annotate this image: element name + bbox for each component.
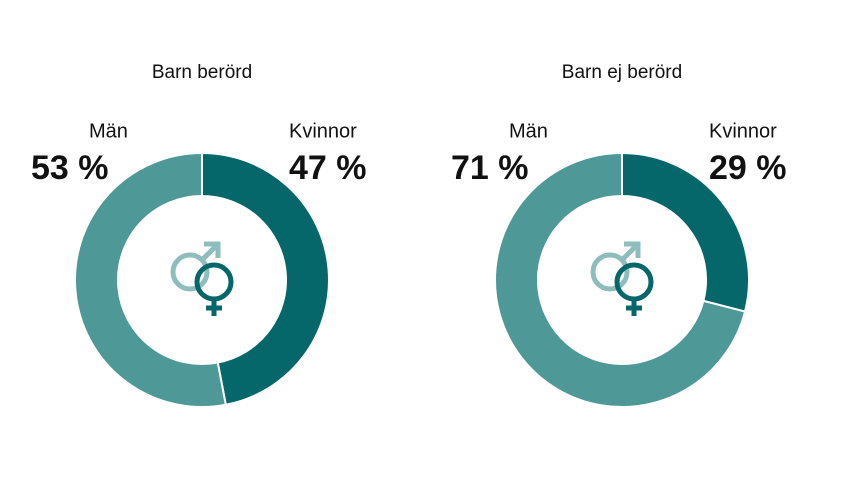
category-label: Män — [509, 120, 548, 142]
donut-segment — [494, 151, 747, 408]
donut-segment — [201, 151, 330, 406]
value-label: 47 % — [289, 149, 367, 187]
value-label: 53 % — [31, 149, 109, 187]
chart-title: Barn berörd — [152, 62, 252, 83]
chart-title: Barn ej berörd — [562, 62, 682, 83]
value-label: 29 % — [709, 149, 787, 187]
value-label: 71 % — [451, 149, 529, 187]
gender-icon — [170, 241, 234, 316]
category-label: Män — [89, 120, 128, 142]
gender-icon — [590, 241, 654, 316]
category-label: Kvinnor — [289, 120, 357, 142]
category-label: Kvinnor — [709, 120, 777, 142]
donut-segment — [74, 151, 227, 408]
